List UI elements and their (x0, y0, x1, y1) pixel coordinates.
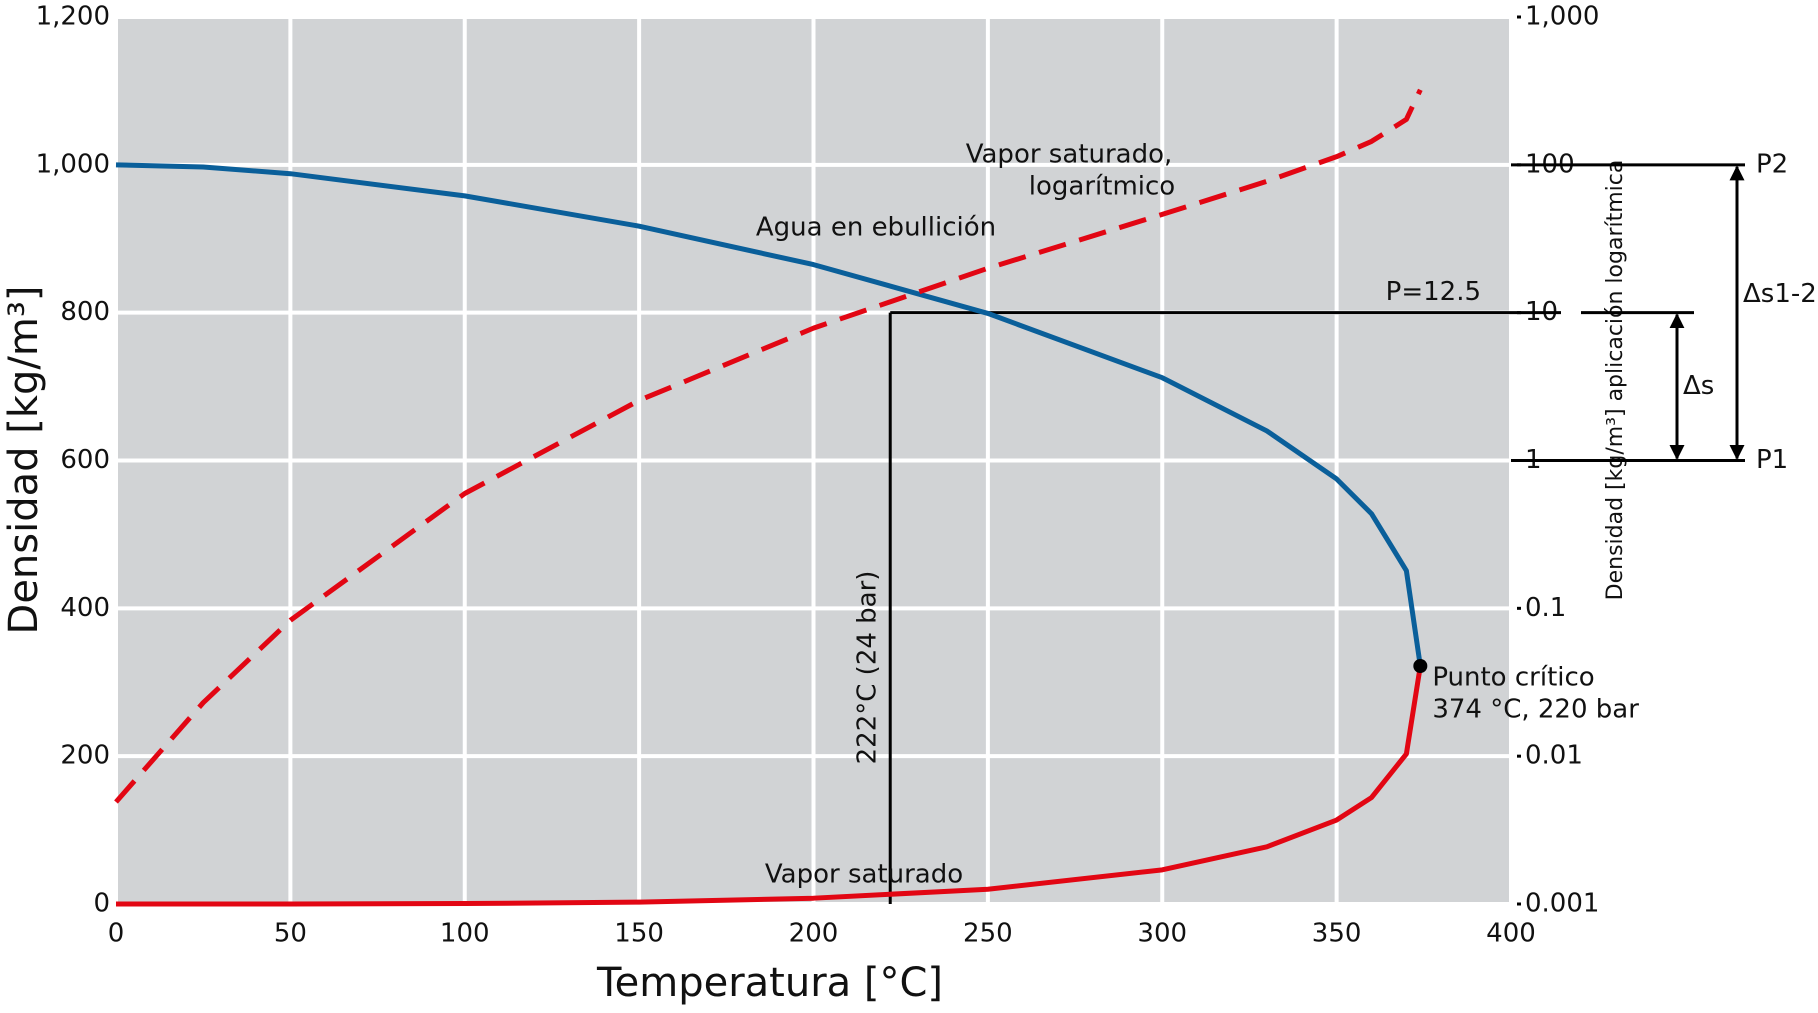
y-tick-label: 200 (60, 741, 110, 771)
critical-sublabel: 374 °C, 220 bar (1432, 694, 1639, 724)
series-line (115, 162, 1423, 667)
critical-point (1413, 658, 1428, 673)
x-tick-label: 50 (274, 919, 307, 949)
x-tick-label: 250 (963, 919, 1013, 949)
x-axis-label: Temperatura [°C] (596, 960, 943, 1006)
y2-tick-label: 0.001 (1525, 889, 1599, 919)
x-tick-label: 300 (1137, 919, 1187, 949)
x-tick-label: 350 (1312, 919, 1362, 949)
level-label: P2 (1756, 149, 1788, 179)
x-tick-label: 100 (440, 919, 490, 949)
series-line (115, 665, 1423, 907)
x-tick-label: 200 (789, 919, 839, 949)
y2-tick-label: 0.01 (1525, 741, 1583, 771)
curve-label: Agua en ebullición (756, 213, 996, 243)
curve-label: logarítmico (1029, 172, 1175, 202)
y2-tick-label: 0.1 (1525, 593, 1566, 623)
y-tick-label: 0 (93, 889, 110, 919)
curve-label: Vapor saturado (765, 860, 963, 890)
y-tick-label: 800 (60, 297, 110, 327)
level-label: P1 (1756, 445, 1788, 475)
y-tick-label: 1,200 (36, 2, 110, 32)
x-tick-label: 0 (108, 919, 125, 949)
y2-axis-label: Densidad [kg/m³] aplicación logarítmica (1603, 160, 1628, 601)
bracket-label: Δs (1683, 371, 1714, 401)
series-line (114, 88, 1423, 804)
bracket-label: Δs1-2 (1743, 279, 1817, 309)
critical-label: Punto crítico (1432, 662, 1594, 692)
y-tick-label: 1,000 (36, 149, 110, 179)
curve-label: Vapor saturado, (966, 140, 1173, 170)
x-tick-label: 150 (614, 919, 664, 949)
reference-label: P=12.5 (1386, 277, 1481, 307)
y2-tick-label: 1,000 (1525, 2, 1599, 32)
y-axis-label: Densidad [kg/m³] (1, 286, 47, 635)
y-tick-label: 600 (60, 445, 110, 475)
reference-x-label: 222°C (24 bar) (853, 571, 883, 765)
y-tick-label: 400 (60, 593, 110, 623)
x-tick-label: 400 (1486, 919, 1536, 949)
